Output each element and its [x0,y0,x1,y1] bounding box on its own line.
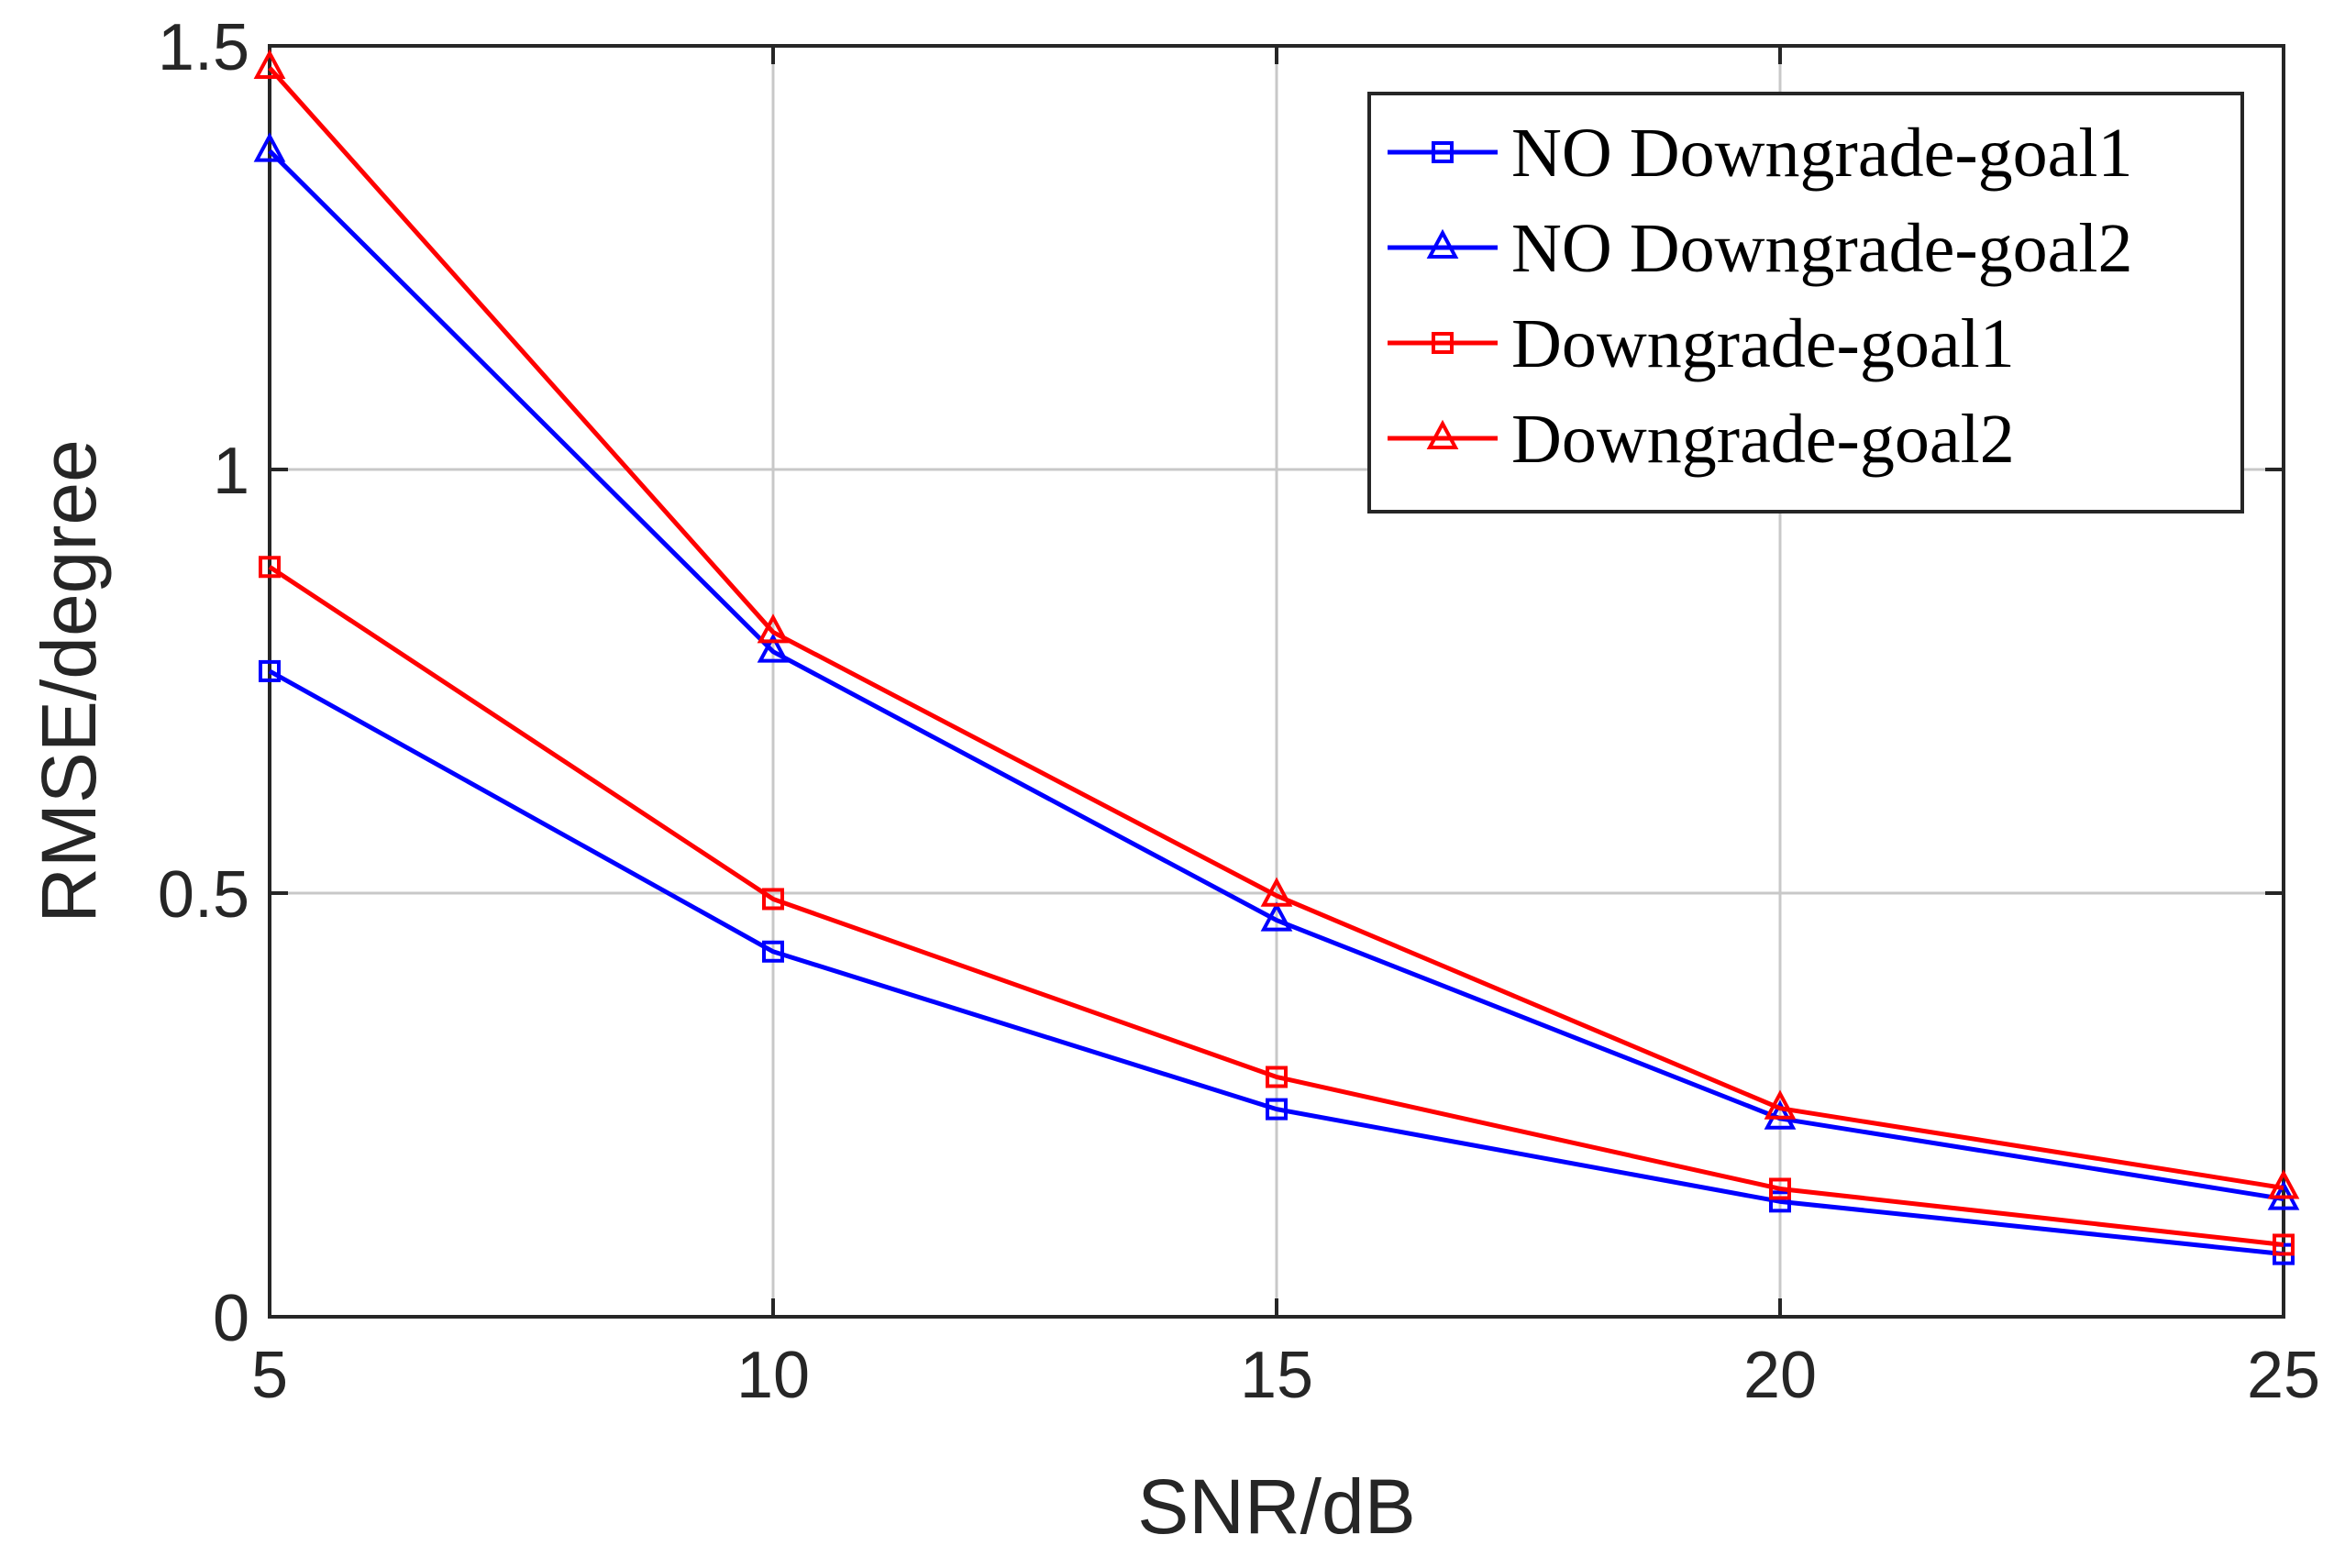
legend-box [1367,92,2244,513]
legend-marker [1426,228,1459,259]
data-point [762,888,784,911]
legend-label: Downgrade-goal2 [1511,401,2015,478]
legend-entry: Downgrade-goal2 [1388,401,2015,478]
data-point [757,613,790,644]
y-tick-label: 0.5 [158,858,249,932]
data-point [259,659,281,682]
data-point [1260,901,1293,932]
legend-label: Downgrade-goal1 [1511,305,2015,382]
tick-labels: 5 10 15 20 25 0 0.5 1 1.5 [158,11,2320,1412]
data-point [757,633,790,663]
y-axis-title: RMSE/degree [26,439,112,923]
data-point [1266,1066,1288,1088]
data-point [253,49,286,80]
data-point [1266,1098,1288,1121]
legend-entry: Downgrade-goal1 [1388,305,2015,382]
y-tick-label: 1.5 [158,11,249,84]
legend-marker [1432,332,1454,354]
data-point [253,132,286,162]
data-point [259,556,281,579]
series-4 [253,49,2300,1199]
series-line [268,149,2284,1202]
x-axis-title: SNR/dB [1137,1463,1415,1550]
x-tick-label: 20 [1743,1339,1817,1412]
legend-entry: NO Downgrade-goal1 [1388,115,2132,192]
legend-label: NO Downgrade-goal1 [1511,115,2132,192]
legend-entry: NO Downgrade-goal2 [1388,210,2132,287]
series-line [268,668,2284,1257]
y-tick-label: 1 [213,435,249,508]
data-point [2267,1169,2300,1199]
axis-ticks [268,44,2285,1319]
x-tick-label: 10 [736,1339,810,1412]
legend-marker [1432,141,1454,163]
legend-label: NO Downgrade-goal2 [1511,210,2132,287]
series-1 [259,659,2295,1265]
data-point [1769,1190,1791,1213]
series-line [268,66,2284,1191]
data-point [1769,1177,1791,1200]
data-point [2273,1233,2295,1256]
x-tick-label: 25 [2247,1339,2320,1412]
legend-marker [1426,419,1459,449]
y-tick-label: 0 [213,1282,249,1355]
legend: NO Downgrade-goal1 NO Downgrade-goal2 Down… [1367,92,2244,513]
series-3 [259,556,2295,1256]
data-point [1764,1089,1797,1120]
data-point [762,940,784,963]
data-point [1260,877,1293,907]
series-line [268,565,2284,1247]
x-tick-label: 5 [251,1339,288,1412]
x-tick-label: 15 [1240,1339,1313,1412]
series-layer [253,49,2300,1265]
